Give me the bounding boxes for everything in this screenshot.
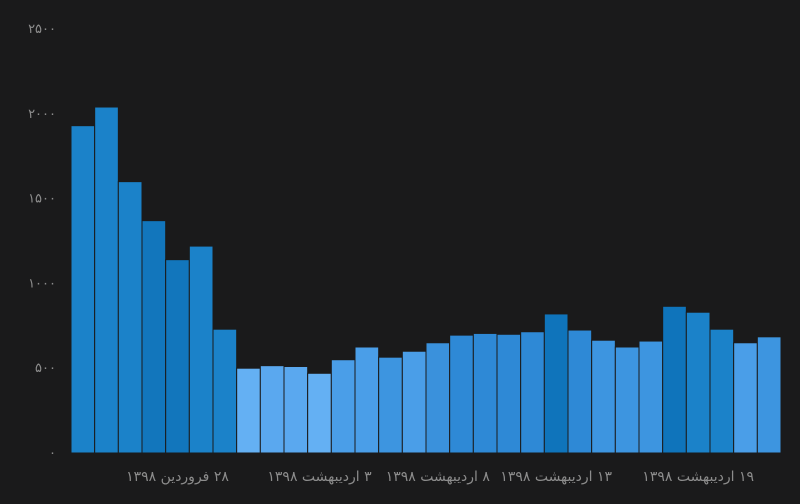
bars-group: [70, 106, 782, 454]
bar[interactable]: [354, 346, 380, 454]
bar[interactable]: [520, 331, 545, 454]
bar[interactable]: [188, 245, 214, 454]
bar[interactable]: [259, 365, 285, 454]
bar[interactable]: [709, 328, 735, 454]
bar[interactable]: [307, 372, 332, 454]
bar[interactable]: [496, 333, 522, 454]
y-tick-label: ۲۰۰۰: [28, 107, 56, 122]
x-tick-label: ۸ اردیبهشت ۱۳۹۸: [386, 469, 491, 485]
bar[interactable]: [591, 339, 616, 454]
y-tick-label: ۱۰۰۰: [28, 276, 56, 291]
bar[interactable]: [614, 346, 640, 454]
bar[interactable]: [94, 106, 119, 454]
y-tick-label: ۰: [49, 446, 56, 461]
x-tick-label: ۳ اردیبهشت ۱۳۹۸: [267, 469, 372, 485]
x-axis: ۲۸ فروردین ۱۳۹۸ ۳ اردیبهشت ۱۳۹۸ ۸ اردیبهشت…: [126, 469, 754, 485]
bar[interactable]: [165, 259, 190, 454]
bar[interactable]: [567, 329, 593, 454]
y-tick-label: ۵۰۰: [35, 361, 56, 376]
bar[interactable]: [283, 366, 309, 454]
bar[interactable]: [378, 356, 403, 454]
bar[interactable]: [638, 340, 664, 454]
bar[interactable]: [141, 220, 167, 454]
bar[interactable]: [236, 367, 261, 454]
bar[interactable]: [401, 350, 427, 454]
bar[interactable]: [449, 334, 474, 454]
bar[interactable]: [685, 311, 711, 454]
bar[interactable]: [756, 336, 782, 454]
bar[interactable]: [70, 125, 96, 454]
y-tick-label: ۱۵۰۰: [28, 192, 56, 207]
bar[interactable]: [543, 313, 569, 454]
bar[interactable]: [662, 305, 687, 454]
bar[interactable]: [212, 328, 238, 454]
bar[interactable]: [733, 342, 758, 454]
bar[interactable]: [330, 359, 356, 454]
x-tick-label: ۱۳ اردیبهشت ۱۳۹۸: [500, 469, 612, 485]
y-tick-label: ۲۵۰۰: [28, 22, 56, 37]
x-tick-label: ۱۹ اردیبهشت ۱۳۹۸: [642, 469, 754, 485]
bar[interactable]: [472, 332, 498, 454]
x-tick-label: ۲۸ فروردین ۱۳۹۸: [126, 469, 229, 485]
y-axis: ۰ ۵۰۰ ۱۰۰۰ ۱۵۰۰ ۲۰۰۰ ۲۵۰۰: [28, 22, 56, 461]
bar[interactable]: [117, 181, 143, 454]
bar[interactable]: [425, 342, 451, 454]
